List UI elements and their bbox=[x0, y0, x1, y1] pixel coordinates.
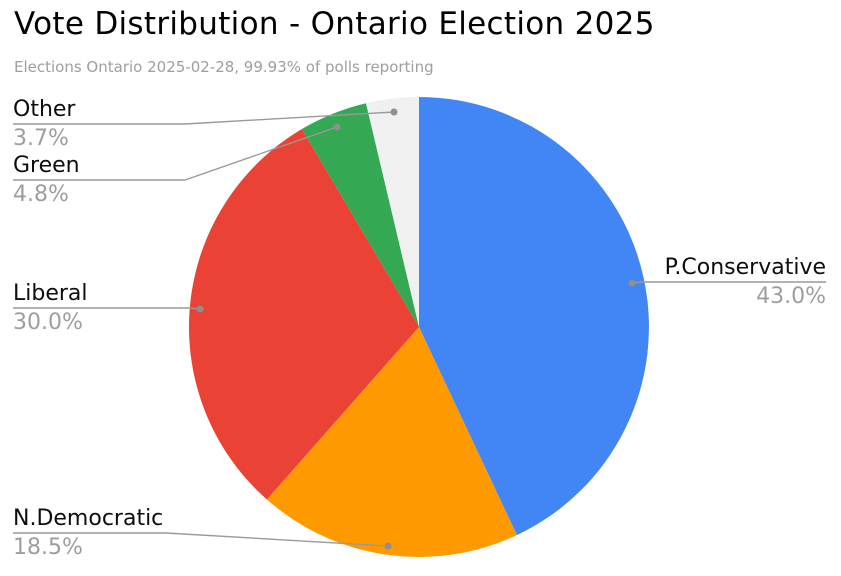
slice-label-n-democratic: N.Democratic bbox=[13, 506, 164, 531]
slice-label-p-conservative: P.Conservative bbox=[664, 255, 826, 280]
callout-dot-liberal bbox=[196, 305, 204, 313]
slice-percent-other: 3.7% bbox=[13, 126, 69, 151]
callout-dot-n-democratic bbox=[384, 542, 392, 550]
pie-slice-liberal[interactable] bbox=[188, 129, 419, 500]
slice-percent-p-conservative: 43.0% bbox=[756, 284, 826, 309]
callout-dot-other bbox=[390, 108, 398, 116]
chart-subtitle: Elections Ontario 2025-02-28, 99.93% of … bbox=[14, 58, 434, 76]
pie-slice-green[interactable] bbox=[301, 103, 419, 327]
pie-slice-n-democratic[interactable] bbox=[266, 327, 517, 557]
callout-dot-p-conservative bbox=[628, 279, 636, 287]
leader-line-n-democratic bbox=[13, 532, 389, 547]
pie-slice-other[interactable] bbox=[366, 97, 419, 327]
slice-percent-liberal: 30.0% bbox=[13, 310, 83, 335]
slice-label-other: Other bbox=[13, 97, 76, 122]
leader-line-p-conservative bbox=[631, 281, 826, 284]
leader-line-green bbox=[13, 126, 338, 181]
leader-line-liberal bbox=[13, 307, 201, 310]
leader-line-other bbox=[13, 111, 395, 125]
pie-slice-p-conservative[interactable] bbox=[419, 97, 649, 536]
slice-label-liberal: Liberal bbox=[13, 281, 88, 306]
slice-label-green: Green bbox=[13, 153, 80, 178]
chart-title: Vote Distribution - Ontario Election 202… bbox=[14, 6, 655, 42]
slice-percent-green: 4.8% bbox=[13, 182, 69, 207]
callout-dot-green bbox=[333, 123, 341, 131]
slice-percent-n-democratic: 18.5% bbox=[13, 535, 83, 560]
